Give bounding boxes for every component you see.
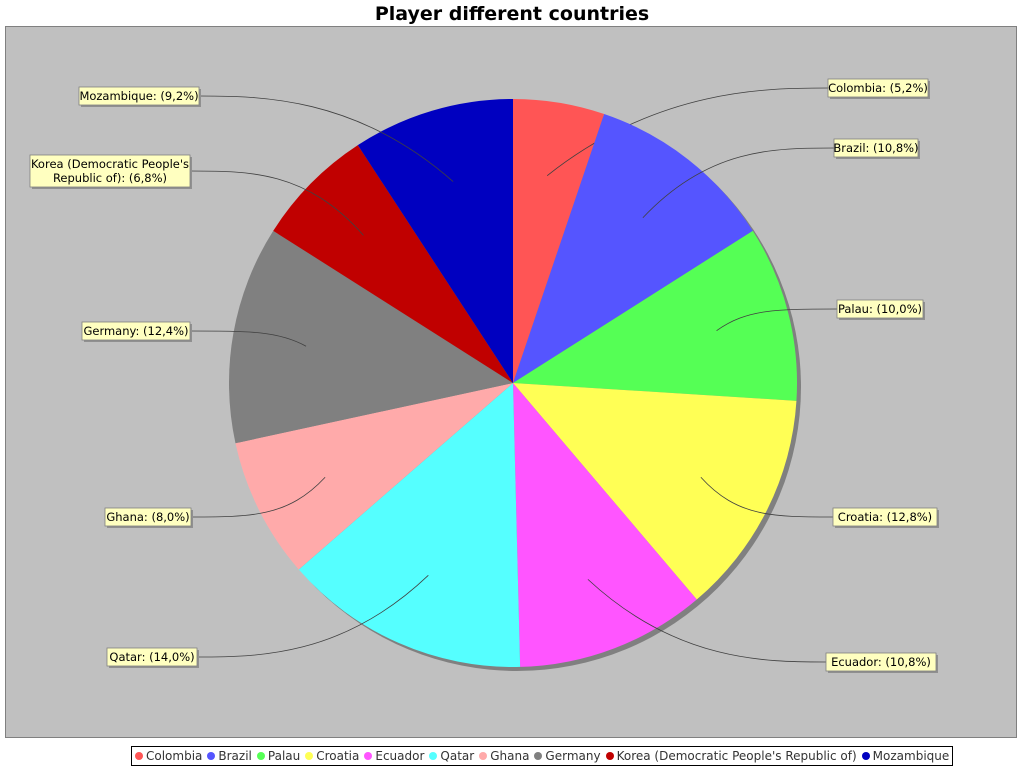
leader-line: [198, 95, 454, 182]
legend-label: Ecuador: [375, 749, 425, 763]
pie-slice-brazil: [513, 114, 753, 383]
leader-line: [716, 308, 838, 332]
legend-swatch: [207, 752, 216, 760]
legend-label: Croatia: [316, 749, 360, 763]
data-label: Croatia: (12,8%): [838, 510, 932, 524]
data-label: Germany: (12,4%): [83, 324, 188, 338]
leader-line: [700, 476, 834, 518]
pie-slice-palau: [513, 230, 797, 401]
pie-slice-qatar: [298, 383, 521, 668]
pie-slice-korea-democratic-people-s-republic-of: [273, 145, 513, 383]
legend-item: Ghana: [479, 749, 529, 763]
legend-item: Brazil: [207, 749, 252, 763]
legend-swatch: [364, 752, 373, 760]
legend-label: Brazil: [218, 749, 252, 763]
legend-item: Germany: [534, 749, 601, 763]
plot-area: Colombia: (5,2%) Brazil: (10,8%) Palau: (1…: [5, 26, 1017, 738]
legend-swatch: [534, 752, 543, 760]
data-label-box: [836, 299, 924, 319]
chart-title: Player different countries: [374, 3, 650, 25]
leader-line: [190, 476, 326, 518]
pie-slice-ghana: [235, 383, 513, 570]
legend-label: Qatar: [440, 749, 475, 763]
data-label: Colombia: (5,2%): [828, 81, 928, 95]
legend-swatch: [605, 752, 614, 760]
pie-slice-ecuador: [513, 383, 697, 667]
legend-label: Colombia: [146, 749, 203, 763]
data-label-box: [825, 652, 937, 672]
data-label-box: [827, 78, 929, 98]
data-label: Qatar: (14,0%): [109, 650, 194, 664]
data-label: Ghana: (8,0%): [106, 510, 189, 524]
legend-item: Palau: [256, 749, 301, 763]
legend-item: Croatia: [305, 749, 359, 763]
data-label: Palau: (10,0%): [838, 302, 922, 316]
pie-slice-germany: [229, 230, 514, 444]
legend-swatch: [479, 752, 488, 760]
data-label-box: [81, 321, 191, 341]
leader-line: [642, 147, 835, 219]
pie-chart: Colombia: (5,2%) Brazil: (10,8%) Palau: (1…: [29, 78, 939, 673]
data-label: Republic of): (6,8%): [53, 171, 167, 185]
legend: Colombia Brazil Palau Croatia Ecuador Qatar Gh…: [131, 746, 954, 766]
pie-slice-croatia: [513, 383, 797, 600]
data-label-box: [104, 507, 192, 527]
data-label-box: [833, 138, 919, 158]
leader-line: [189, 170, 364, 236]
legend-item: Mozambique: [861, 749, 950, 763]
legend-swatch: [429, 752, 438, 760]
data-label: Korea (Democratic People's: [31, 157, 189, 171]
data-label: Mozambique: (9,2%): [79, 89, 198, 103]
legend-label: Ghana: [490, 749, 530, 763]
legend-swatch: [305, 752, 314, 760]
legend-item: Ecuador: [364, 749, 424, 763]
leader-line: [546, 87, 829, 176]
leader-line: [587, 579, 827, 663]
legend-item: Colombia: [135, 749, 202, 763]
data-label-box: [29, 154, 191, 188]
data-label-box: [832, 507, 938, 527]
legend-item: Qatar: [429, 749, 474, 763]
legend-swatch: [135, 752, 143, 760]
legend-swatch: [256, 752, 265, 760]
leader-line: [189, 330, 307, 347]
pie-slice-colombia: [513, 99, 605, 383]
pie-slice-mozambique: [357, 99, 513, 383]
legend-label: Palau: [267, 749, 301, 763]
legend-swatch: [861, 752, 870, 760]
data-label: Ecuador: (10,8%): [831, 655, 931, 669]
data-label-box: [106, 647, 198, 667]
legend-label: Korea (Democratic People's Republic of): [616, 749, 857, 763]
legend-item: Korea (Democratic People's Republic of): [605, 749, 857, 763]
legend-label: Germany: [545, 749, 601, 763]
leader-line: [196, 575, 429, 658]
data-label-box: [78, 86, 200, 106]
data-label: Brazil: (10,8%): [833, 141, 918, 155]
legend-label: Mozambique: [872, 749, 950, 763]
